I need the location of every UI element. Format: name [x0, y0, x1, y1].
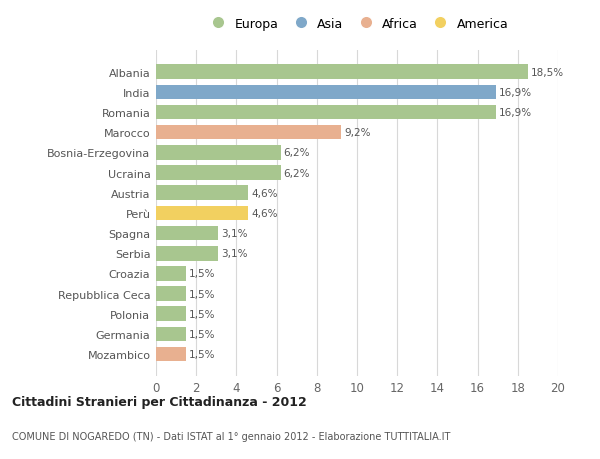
Text: 6,2%: 6,2%	[284, 148, 310, 158]
Bar	[156, 106, 496, 120]
Bar	[156, 287, 186, 301]
Text: Cittadini Stranieri per Cittadinanza - 2012: Cittadini Stranieri per Cittadinanza - 2…	[12, 396, 307, 409]
Text: 1,5%: 1,5%	[189, 349, 215, 359]
Bar	[156, 206, 248, 221]
Text: 3,1%: 3,1%	[221, 229, 248, 239]
Text: 6,2%: 6,2%	[284, 168, 310, 178]
Text: 1,5%: 1,5%	[189, 289, 215, 299]
Bar	[156, 307, 186, 321]
Legend: Europa, Asia, Africa, America: Europa, Asia, Africa, America	[206, 17, 508, 31]
Text: 3,1%: 3,1%	[221, 249, 248, 259]
Bar	[156, 85, 496, 100]
Text: 16,9%: 16,9%	[499, 108, 532, 118]
Bar	[156, 126, 341, 140]
Bar	[156, 166, 281, 180]
Bar	[156, 65, 528, 80]
Text: 1,5%: 1,5%	[189, 329, 215, 339]
Bar	[156, 226, 218, 241]
Text: 1,5%: 1,5%	[189, 269, 215, 279]
Text: 16,9%: 16,9%	[499, 88, 532, 98]
Text: 18,5%: 18,5%	[531, 67, 564, 78]
Text: COMUNE DI NOGAREDO (TN) - Dati ISTAT al 1° gennaio 2012 - Elaborazione TUTTITALI: COMUNE DI NOGAREDO (TN) - Dati ISTAT al …	[12, 431, 451, 441]
Bar	[156, 327, 186, 341]
Text: 4,6%: 4,6%	[251, 208, 278, 218]
Bar	[156, 267, 186, 281]
Bar	[156, 146, 281, 160]
Text: 1,5%: 1,5%	[189, 309, 215, 319]
Bar	[156, 186, 248, 201]
Bar	[156, 246, 218, 261]
Text: 9,2%: 9,2%	[344, 128, 370, 138]
Text: 4,6%: 4,6%	[251, 188, 278, 198]
Bar	[156, 347, 186, 362]
